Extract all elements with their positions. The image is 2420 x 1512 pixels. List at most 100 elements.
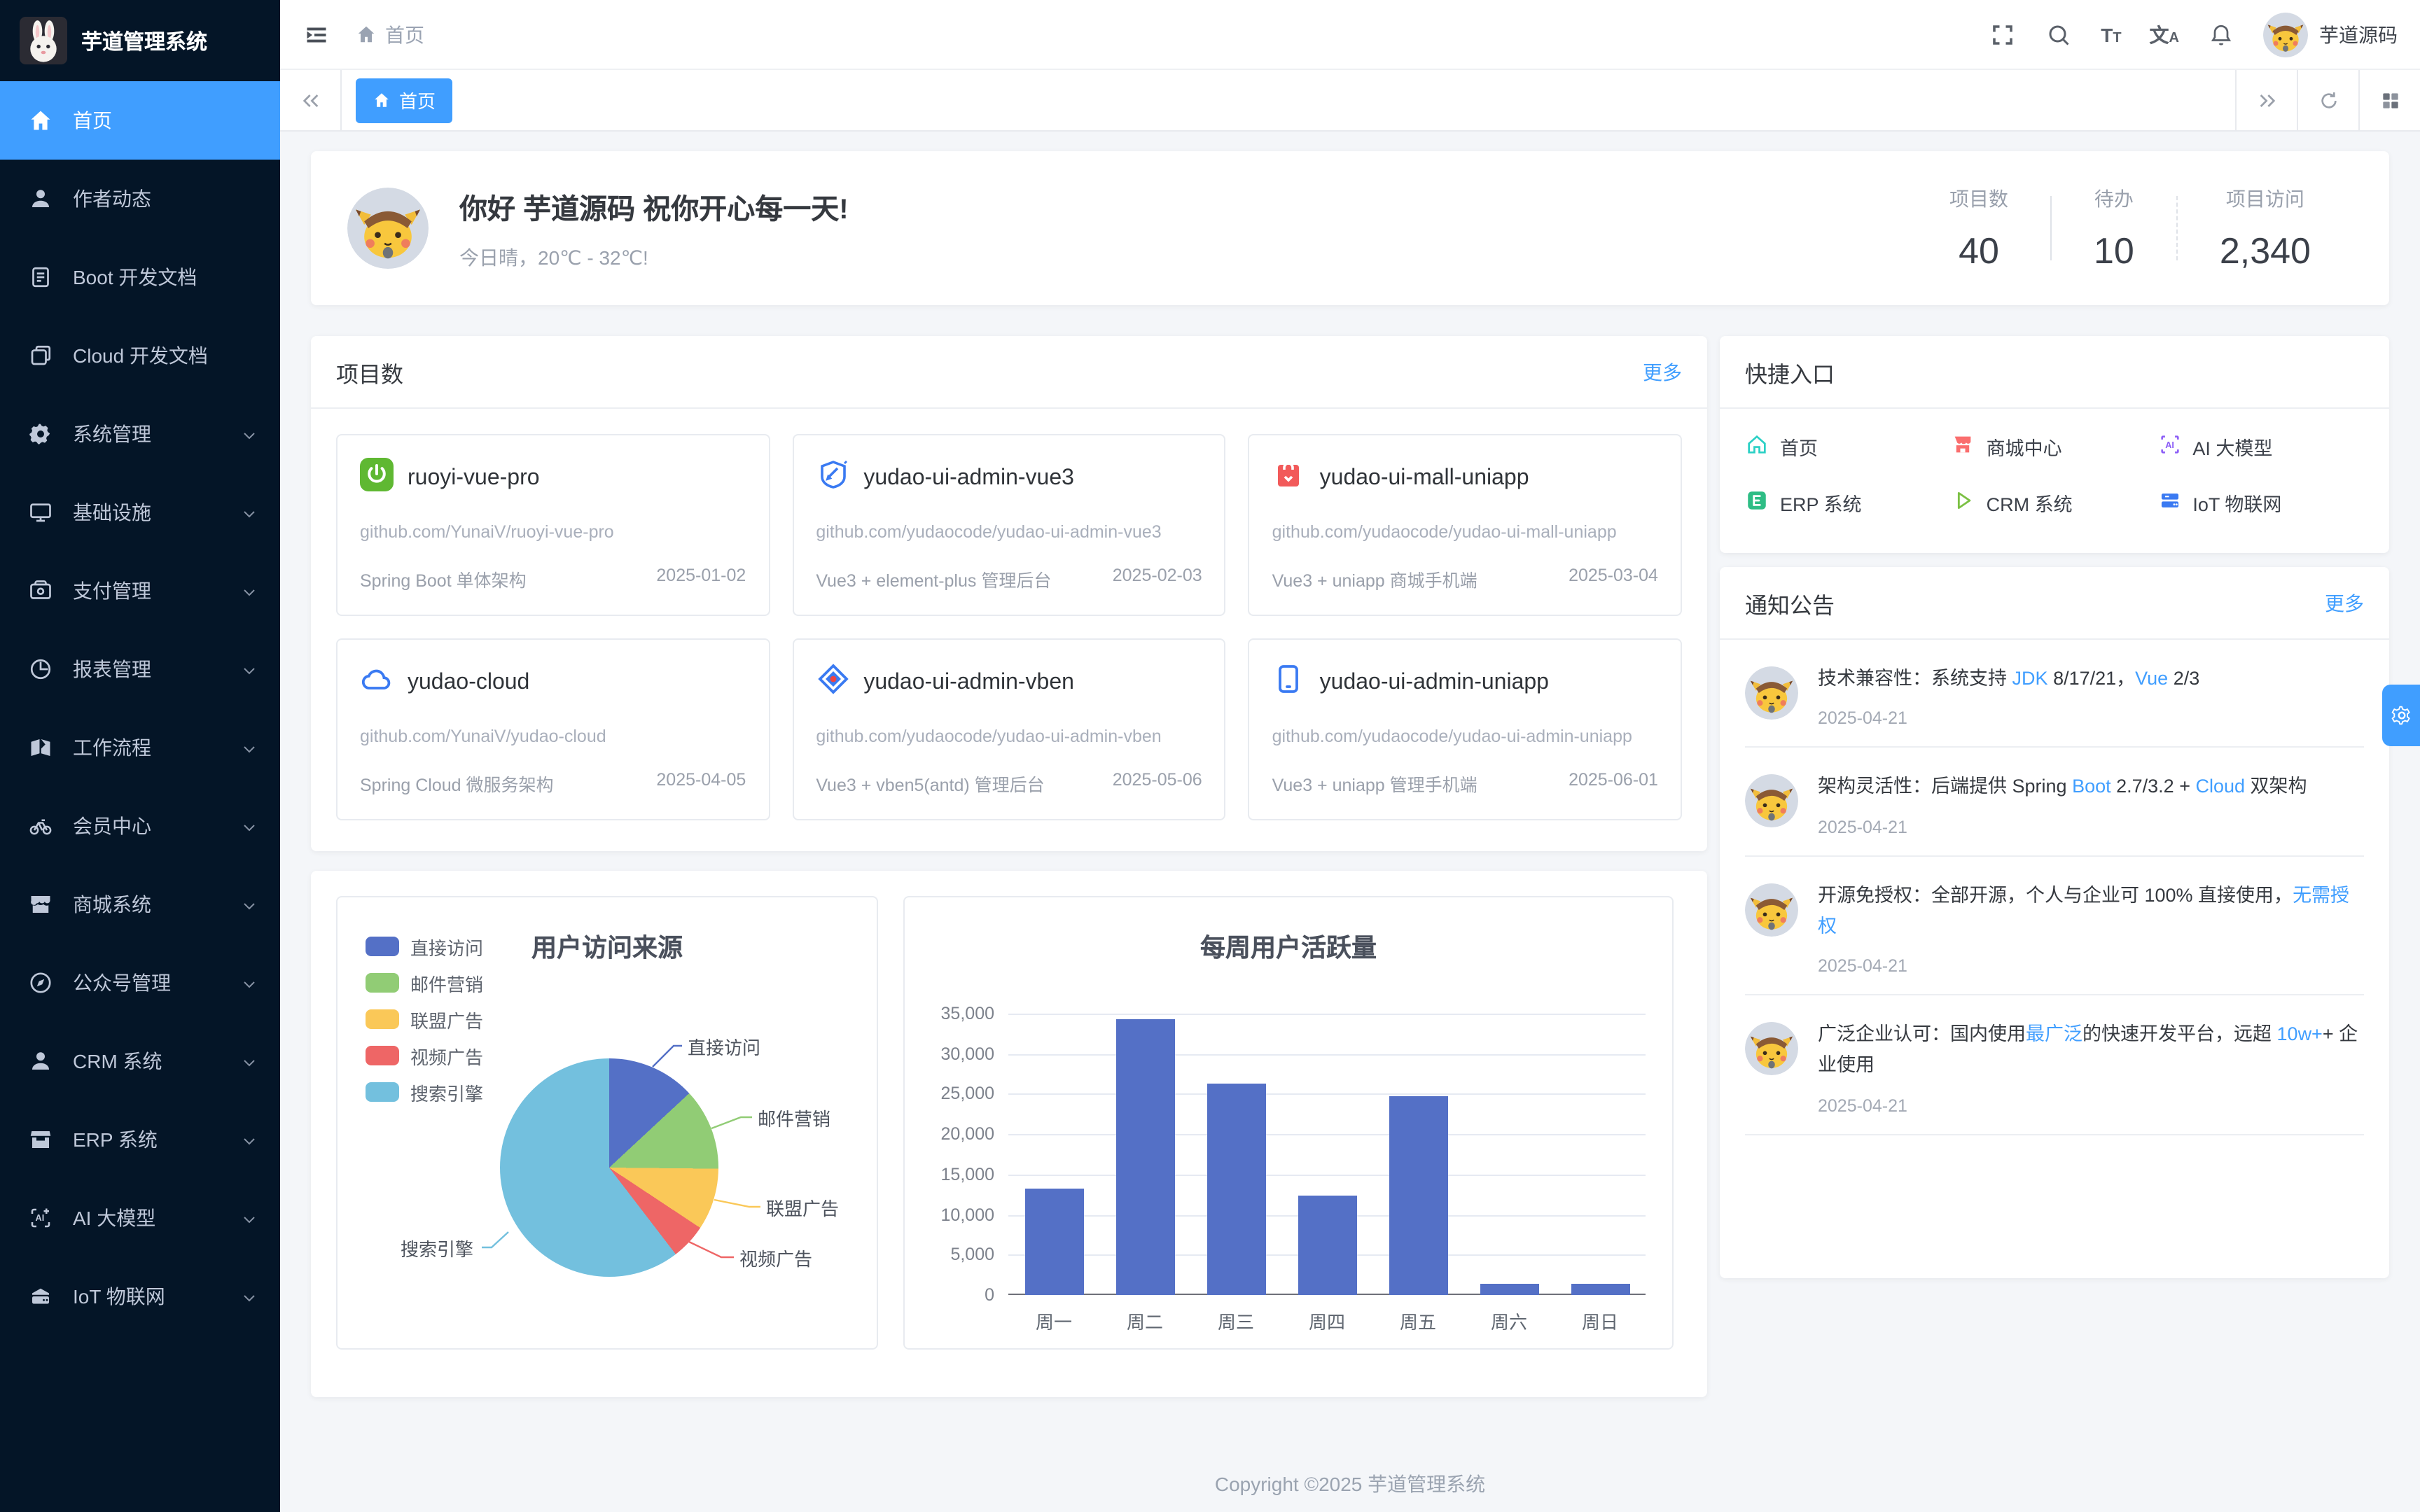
y-axis-tick: 0	[985, 1285, 994, 1305]
bell-icon[interactable]	[2207, 20, 2235, 48]
font-size-icon[interactable]: TT	[2101, 23, 2122, 46]
refresh-icon[interactable]	[2297, 70, 2358, 130]
home-outline-icon	[1745, 433, 1769, 461]
project-card-6[interactable]: yudao-ui-admin-uniapp github.com/yudaocod…	[1248, 638, 1682, 820]
project-card-1[interactable]: ruoyi-vue-pro github.com/YunaiV/ruoyi-vue…	[336, 434, 770, 616]
chevron-down-icon	[241, 1053, 258, 1070]
sidebar-item-9[interactable]: 工作流程	[0, 708, 280, 787]
bar-slot	[1099, 1014, 1190, 1295]
legend-item-5[interactable]: 搜索引擎	[366, 1074, 483, 1110]
sidebar-item-5[interactable]: 系统管理	[0, 395, 280, 473]
tabs-scroll-right-icon[interactable]	[2235, 70, 2297, 130]
notice-item-4: 广泛企业认可：国内使用最广泛的快速开发平台，远超 10w++ 企业使用 2025-…	[1745, 995, 2364, 1135]
quick-entry-label: CRM 系统	[1986, 494, 2073, 515]
quick-entry-3[interactable]: AI AI 大模型	[2157, 428, 2364, 465]
search-icon[interactable]	[2045, 20, 2073, 48]
sidebar-item-7[interactable]: 支付管理	[0, 552, 280, 630]
language-icon[interactable]: 文A	[2149, 23, 2179, 46]
project-name: yudao-ui-admin-vue3	[863, 465, 1074, 489]
chevron-down-icon	[241, 1210, 258, 1226]
sidebar-item-14[interactable]: ERP 系统	[0, 1100, 280, 1179]
quick-entry-2[interactable]: 商城中心	[1952, 428, 2158, 465]
project-date: 2025-06-01	[1569, 770, 1658, 790]
projects-more-link[interactable]: 更多	[1643, 360, 1682, 383]
sidebar-item-16[interactable]: IoT 物联网	[0, 1257, 280, 1336]
project-repo[interactable]: github.com/yudaocode/yudao-ui-mall-uniap…	[1272, 522, 1617, 542]
sidebar-menu: 首页作者动态 Boot 开发文档 Cloud 开发文档系统管理基础设施 支付管理 报表管…	[0, 81, 280, 1336]
shop-icon	[28, 890, 56, 918]
legend-item-4[interactable]: 视频广告	[366, 1037, 483, 1074]
chevron-down-icon	[241, 661, 258, 678]
sidebar-item-label: 系统管理	[73, 423, 151, 445]
legend-label: 视频广告	[410, 1046, 484, 1068]
x-axis-label: 周六	[1490, 1312, 1527, 1333]
layout-grid-icon[interactable]	[2358, 70, 2420, 130]
pie-legend: 直接访问邮件营销 联盟广告视频广告搜索引擎	[366, 928, 483, 1110]
chevron-down-icon	[241, 426, 258, 442]
notice-title[interactable]: 开源免授权：全部开源，个人与企业可 100% 直接使用，无需授权	[1818, 884, 2350, 937]
fullscreen-icon[interactable]	[1989, 20, 2017, 48]
project-repo[interactable]: github.com/YunaiV/yudao-cloud	[360, 727, 606, 746]
quick-entry-1[interactable]: 首页	[1745, 428, 1952, 465]
notice-title[interactable]: 架构灵活性：后端提供 Spring Boot 2.7/3.2 + Cloud 双…	[1818, 776, 2307, 797]
home-icon	[358, 26, 375, 43]
bar-slot	[1008, 1014, 1099, 1295]
project-name: yudao-ui-mall-uniapp	[1319, 465, 1529, 489]
stat-divider	[2176, 196, 2178, 260]
menu-fold-icon[interactable]	[302, 20, 331, 48]
sidebar-item-4[interactable]: Cloud 开发文档	[0, 316, 280, 395]
tabs-scroll-left-icon[interactable]	[280, 70, 342, 130]
project-card-5[interactable]: yudao-ui-admin-vben github.com/yudaocode/…	[792, 638, 1226, 820]
document-icon	[28, 263, 56, 291]
settings-gear-button[interactable]	[2382, 685, 2420, 746]
project-repo[interactable]: github.com/yudaocode/yudao-ui-admin-vue3	[816, 522, 1162, 542]
user-menu[interactable]: 芋道源码	[2263, 12, 2398, 57]
sidebar-item-6[interactable]: 基础设施	[0, 473, 280, 552]
sidebar-item-15[interactable]: AI AI 大模型	[0, 1179, 280, 1257]
sidebar-item-2[interactable]: 作者动态	[0, 160, 280, 238]
sidebar-item-label: 作者动态	[73, 188, 151, 210]
sidebar-item-12[interactable]: 公众号管理	[0, 944, 280, 1022]
notice-title[interactable]: 技术兼容性：系统支持 JDK 8/17/21，Vue 2/3	[1818, 668, 2200, 689]
bar-slot	[1372, 1014, 1463, 1295]
chevron-down-icon	[241, 818, 258, 834]
bar	[1480, 1284, 1538, 1295]
notice-title[interactable]: 广泛企业认可：国内使用最广泛的快速开发平台，远超 10w++ 企业使用	[1818, 1023, 2358, 1076]
sidebar-item-1[interactable]: 首页	[0, 81, 280, 160]
app-logo[interactable]: 芋道管理系统	[0, 0, 280, 81]
quick-entry-label: 首页	[1780, 438, 1818, 459]
project-repo[interactable]: github.com/yudaocode/yudao-ui-admin-vben	[816, 727, 1162, 746]
crm-icon	[28, 1047, 56, 1075]
breadcrumb[interactable]: 首页	[356, 20, 424, 48]
legend-item-1[interactable]: 直接访问	[366, 928, 483, 965]
quick-entry-panel: 快捷入口 首页 商城中心 AI AI 大模型 ERP 系统 CRM 系统 IoT 物联网	[1720, 336, 2389, 553]
legend-item-3[interactable]: 联盟广告	[366, 1001, 483, 1037]
notices-more-link[interactable]: 更多	[2325, 592, 2364, 614]
legend-label: 直接访问	[410, 937, 484, 958]
notice-date: 2025-04-21	[1818, 956, 1907, 976]
project-card-3[interactable]: yudao-ui-mall-uniapp github.com/yudaocode…	[1248, 434, 1682, 616]
sidebar-item-13[interactable]: CRM 系统	[0, 1022, 280, 1100]
tab-home[interactable]: 首页	[356, 78, 453, 122]
stat-divider	[2050, 196, 2052, 260]
quick-entry-4[interactable]: ERP 系统	[1745, 484, 1952, 521]
stat-label: 项目数	[1949, 187, 2008, 209]
pie-slice-label: 视频广告	[739, 1249, 813, 1270]
y-axis-tick: 25,000	[940, 1084, 994, 1104]
gridline	[1008, 1174, 1646, 1176]
quick-entry-6[interactable]: IoT 物联网	[2157, 484, 2364, 521]
project-card-2[interactable]: yudao-ui-admin-vue3 github.com/yudaocode/…	[792, 434, 1226, 616]
home-icon	[28, 106, 56, 134]
app-title: 芋道管理系统	[81, 30, 208, 54]
legend-item-2[interactable]: 邮件营销	[366, 965, 483, 1001]
sidebar-item-3[interactable]: Boot 开发文档	[0, 238, 280, 316]
sidebar-item-10[interactable]: 会员中心	[0, 787, 280, 865]
sidebar-item-11[interactable]: 商城系统	[0, 865, 280, 944]
sidebar-item-8[interactable]: 报表管理	[0, 630, 280, 708]
project-card-4[interactable]: yudao-cloud github.com/YunaiV/yudao-cloud…	[336, 638, 770, 820]
quick-entry-5[interactable]: CRM 系统	[1952, 484, 2158, 521]
vue-admin-icon	[816, 458, 849, 498]
bar-slot	[1463, 1014, 1555, 1295]
project-repo[interactable]: github.com/YunaiV/ruoyi-vue-pro	[360, 522, 614, 542]
project-repo[interactable]: github.com/yudaocode/yudao-ui-admin-unia…	[1272, 727, 1632, 746]
